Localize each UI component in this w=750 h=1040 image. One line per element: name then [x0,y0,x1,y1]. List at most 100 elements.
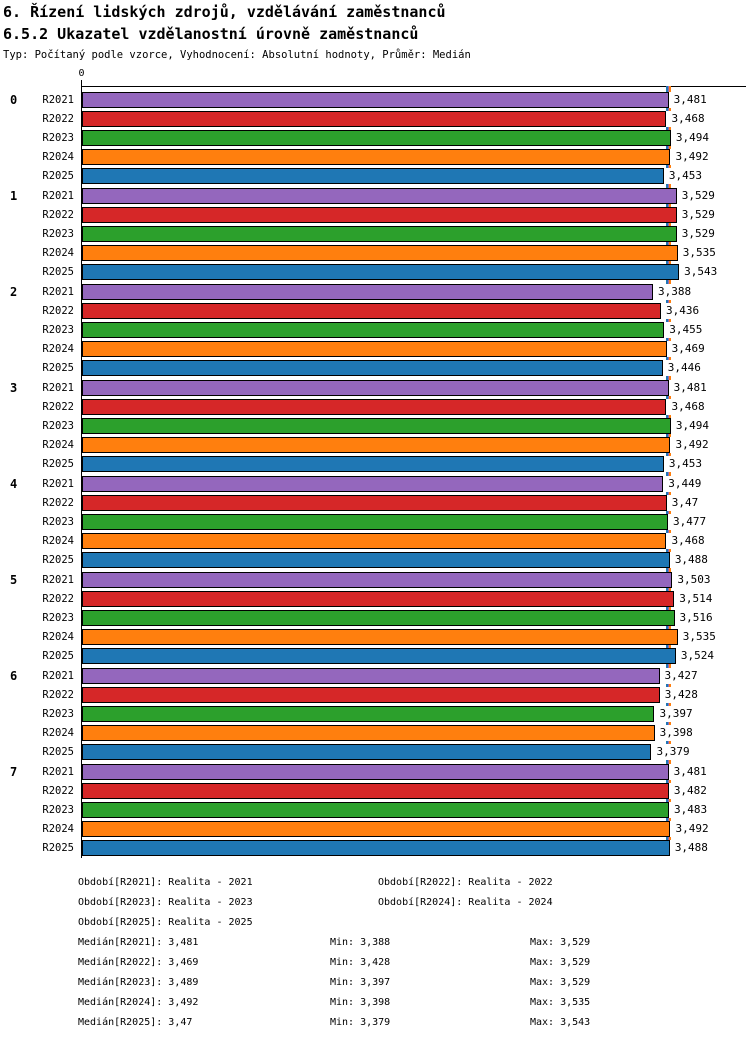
bar-value-label: 3,449 [668,477,702,490]
bar-3-R2022 [82,399,667,415]
bar-2-R2022 [82,303,662,319]
series-row-label: R2021 [42,286,74,298]
legend-max-label: Max: 3,529 [530,937,591,948]
group-label: 5 [10,573,18,587]
x-axis-zero-tick-label: 0 [78,68,85,79]
series-row-label: R2025 [42,842,74,854]
group-label: 4 [10,477,18,491]
bar-4-R2022 [82,495,667,511]
bar-6-R2023 [82,706,655,722]
bar-5-R2025 [82,648,676,664]
bar-1-R2025 [82,264,680,280]
y-axis-line [81,86,82,858]
bar-value-label: 3,543 [684,265,718,278]
bar-4-R2024 [82,533,667,549]
legend-max-label: Max: 3,535 [530,997,591,1008]
bar-value-label: 3,535 [682,630,716,643]
bar-value-label: 3,488 [674,553,708,566]
legend-median-label: Medián[R2023]: 3,489 [78,977,199,988]
legend-min-label: Min: 3,388 [330,937,391,948]
legend-min-label: Min: 3,397 [330,977,391,988]
bar-value-label: 3,492 [675,150,709,163]
group-label: 3 [10,381,18,395]
bar-value-label: 3,488 [674,841,708,854]
bar-0-R2024 [82,149,671,165]
series-row-label: R2024 [42,631,74,643]
series-row-label: R2021 [42,94,74,106]
series-row-label: R2025 [42,458,74,470]
legend-min-label: Min: 3,398 [330,997,391,1008]
bar-value-label: 3,427 [664,669,698,682]
bar-4-R2025 [82,552,670,568]
bar-3-R2025 [82,456,664,472]
legend-median-label: Medián[R2025]: 3,47 [78,1017,193,1028]
bar-3-R2023 [82,418,671,434]
series-row-label: R2022 [42,593,74,605]
bar-value-label: 3,468 [671,112,705,125]
bar-6-R2024 [82,725,655,741]
legend-period-label: Období[R2021]: Realita - 2021 [78,877,253,888]
bar-6-R2022 [82,687,660,703]
series-row-label: R2024 [42,151,74,163]
bar-value-label: 3,428 [664,688,698,701]
series-row-label: R2023 [42,708,74,720]
bar-0-R2023 [82,130,671,146]
bar-value-label: 3,535 [682,246,716,259]
group-label: 6 [10,669,18,683]
bar-value-label: 3,468 [671,534,705,547]
report-title: 6. Řízení lidských zdrojů, vzdělávání za… [3,3,446,21]
series-row-label: R2024 [42,247,74,259]
series-row-label: R2023 [42,132,74,144]
series-row-label: R2022 [42,497,74,509]
bar-value-label: 3,514 [679,592,713,605]
bar-value-label: 3,481 [673,765,707,778]
bar-5-R2023 [82,610,675,626]
bar-value-label: 3,47 [671,496,699,509]
bar-4-R2021 [82,476,664,492]
bar-2-R2024 [82,341,667,357]
legend-min-label: Min: 3,379 [330,1017,391,1028]
series-row-label: R2022 [42,209,74,221]
bar-6-R2021 [82,668,660,684]
bar-value-label: 3,469 [671,342,705,355]
legend-period-label: Období[R2025]: Realita - 2025 [78,917,253,928]
series-row-label: R2024 [42,727,74,739]
series-row-label: R2021 [42,574,74,586]
bar-value-label: 3,529 [681,208,715,221]
legend-max-label: Max: 3,529 [530,957,591,968]
bar-value-label: 3,492 [675,822,709,835]
series-row-label: R2023 [42,516,74,528]
bar-7-R2021 [82,764,669,780]
legend-median-label: Medián[R2022]: 3,469 [78,957,199,968]
bar-7-R2025 [82,840,670,856]
legend-median-label: Medián[R2021]: 3,481 [78,937,199,948]
bar-value-label: 3,388 [657,285,692,298]
series-row-label: R2025 [42,170,74,182]
bar-value-label: 3,398 [659,726,693,739]
legend-period-label: Období[R2022]: Realita - 2022 [378,877,553,888]
bar-value-label: 3,492 [675,438,709,451]
bar-value-label: 3,436 [666,304,700,317]
bar-value-label: 3,453 [668,169,703,182]
series-row-label: R2025 [42,554,74,566]
bar-6-R2025 [82,744,652,760]
series-row-label: R2022 [42,689,74,701]
bar-0-R2021 [82,92,669,108]
bar-value-label: 3,477 [672,515,707,528]
bar-7-R2022 [82,783,669,799]
bar-value-label: 3,446 [667,361,701,374]
x-axis-zero-tick [81,80,82,86]
bar-value-label: 3,494 [675,419,709,432]
series-row-label: R2022 [42,785,74,797]
report-subtitle: Typ: Počítaný podle vzorce, Vyhodnocení:… [3,49,471,61]
series-row-label: R2023 [42,804,74,816]
group-label: 0 [10,93,18,107]
bar-2-R2021 [82,284,653,300]
x-axis-line [81,86,746,87]
series-row-label: R2024 [42,343,74,355]
bar-value-label: 3,468 [671,400,705,413]
bar-value-label: 3,483 [673,803,708,816]
bar-4-R2023 [82,514,668,530]
bar-value-label: 3,494 [675,131,709,144]
